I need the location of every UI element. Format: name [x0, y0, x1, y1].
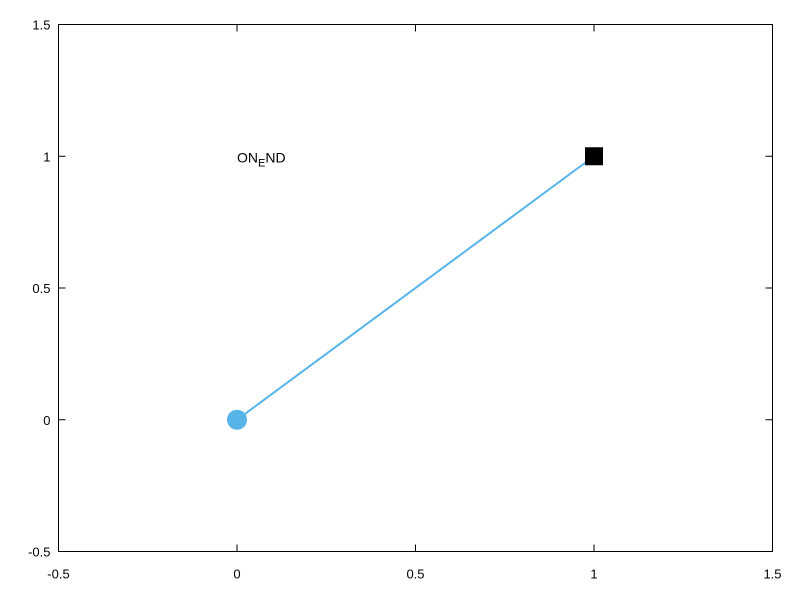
x-tick-label: 1: [590, 567, 597, 582]
y-tick-label: 0: [43, 413, 50, 428]
x-tick-label: 0: [233, 567, 240, 582]
annotation-label: ONEND: [237, 149, 286, 169]
series-line: [236, 155, 595, 421]
x-tick-label: 1.5: [763, 567, 781, 582]
annotation-subscript: E: [258, 157, 265, 169]
y-tick-label: 0.5: [32, 281, 50, 296]
start-point-marker: [227, 409, 247, 430]
end-point-marker: [585, 147, 603, 166]
y-tick-label: 1.5: [32, 18, 50, 33]
x-tick-label: -0.5: [47, 567, 69, 582]
annotation-tail: ND: [265, 149, 285, 165]
y-tick-label: 1: [43, 149, 50, 164]
y-tick-label: -0.5: [28, 545, 50, 560]
annotation-main: ON: [237, 149, 258, 165]
x-tick-label: 0.5: [406, 567, 424, 582]
